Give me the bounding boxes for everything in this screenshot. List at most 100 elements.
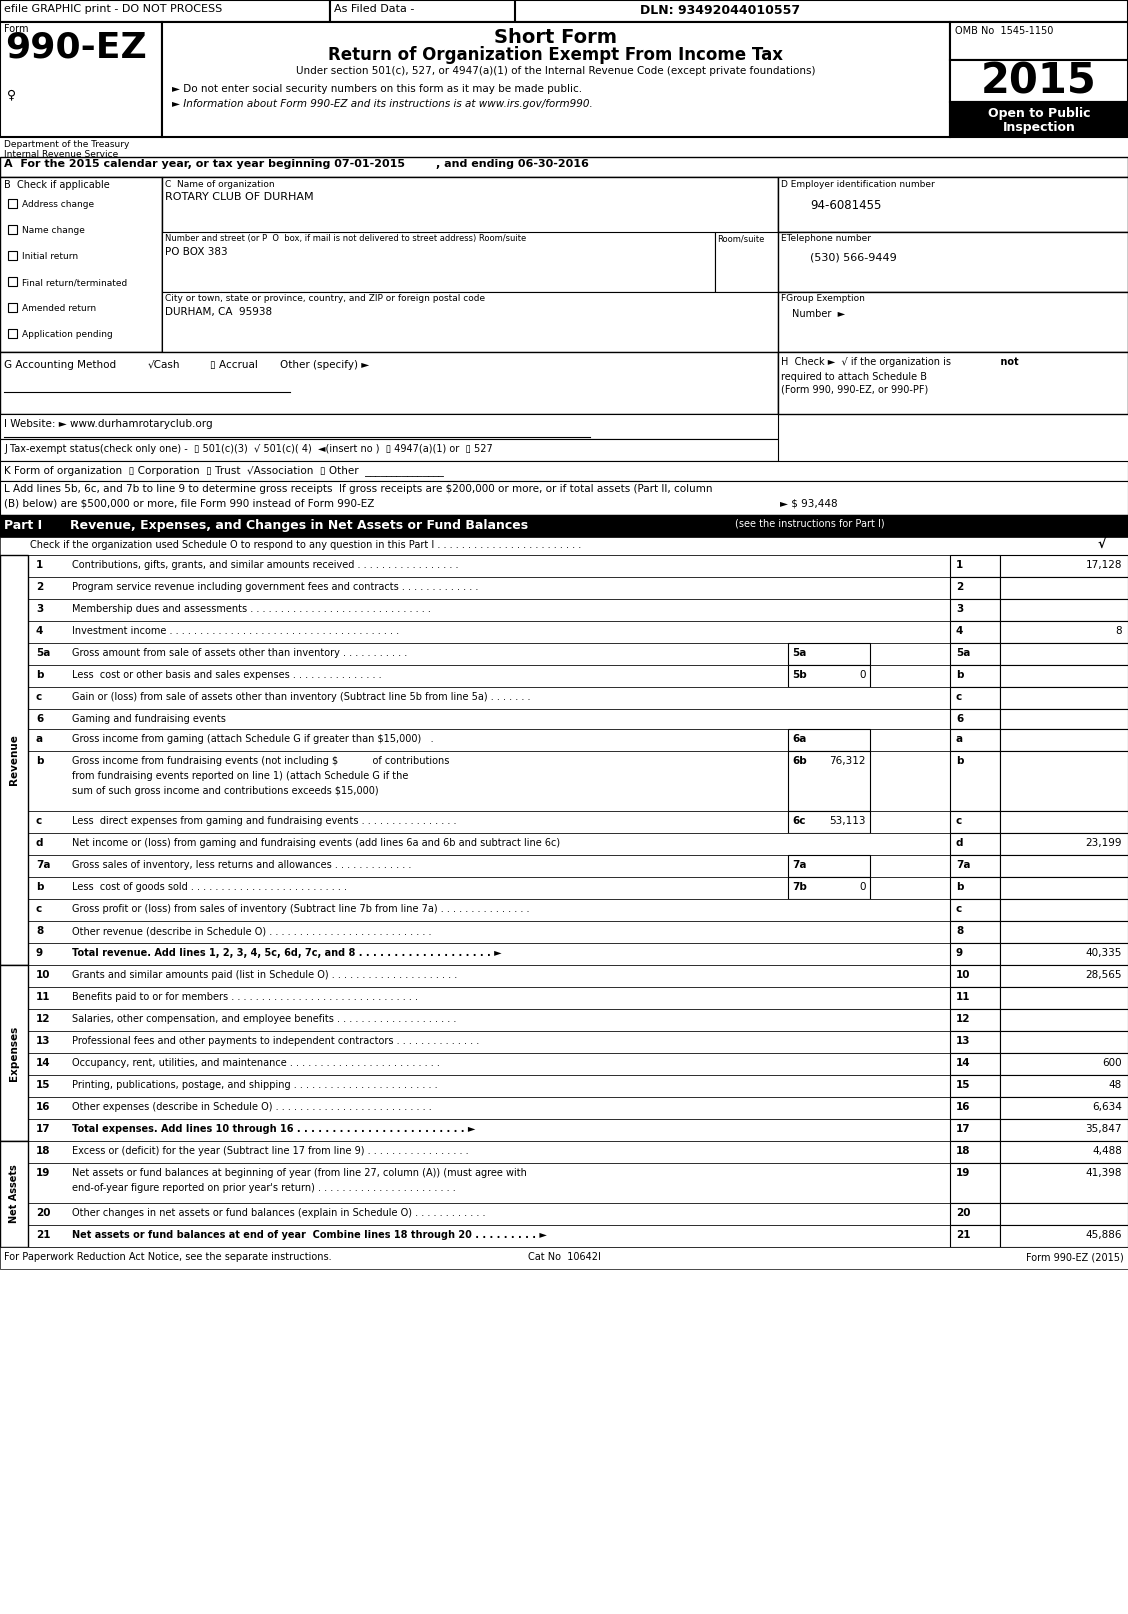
- Bar: [950, 555, 1001, 576]
- Text: B  Check if applicable: B Check if applicable: [5, 181, 109, 190]
- Text: Form: Form: [5, 24, 28, 34]
- Bar: [28, 621, 950, 642]
- Text: 16: 16: [957, 1102, 970, 1112]
- Bar: [28, 899, 950, 922]
- Text: 11: 11: [36, 993, 51, 1002]
- Text: ♀: ♀: [7, 89, 16, 102]
- Text: Excess or (deficit) for the year (Subtract line 17 from line 9) . . . . . . . . : Excess or (deficit) for the year (Subtra…: [72, 1146, 468, 1156]
- Bar: [28, 751, 950, 810]
- Text: ► Do not enter social security numbers on this form as it may be made public.: ► Do not enter social security numbers o…: [171, 84, 582, 94]
- Text: Part I: Part I: [5, 520, 42, 533]
- Bar: [0, 0, 1128, 23]
- Text: L Add lines 5b, 6c, and 7b to line 9 to determine gross receipts  If gross recei: L Add lines 5b, 6c, and 7b to line 9 to …: [5, 484, 713, 494]
- Text: Total expenses. Add lines 10 through 16 . . . . . . . . . . . . . . . . . . . . : Total expenses. Add lines 10 through 16 …: [72, 1123, 475, 1135]
- Text: Gain or (loss) from sale of assets other than inventory (Subtract line 5b from l: Gain or (loss) from sale of assets other…: [72, 692, 530, 702]
- Bar: [950, 1098, 1001, 1119]
- Text: Other (specify) ►: Other (specify) ►: [280, 360, 369, 370]
- Text: 3: 3: [36, 604, 43, 613]
- Text: Investment income . . . . . . . . . . . . . . . . . . . . . . . . . . . . . . . : Investment income . . . . . . . . . . . …: [72, 626, 399, 636]
- Bar: [1001, 555, 1128, 576]
- Text: c: c: [957, 817, 962, 826]
- Text: 23,199: 23,199: [1085, 838, 1122, 847]
- Bar: [0, 178, 162, 352]
- Text: DLN: 93492044010557: DLN: 93492044010557: [640, 3, 800, 18]
- Text: J Tax-exempt status(check only one) -  ▯ 501(c)(3)  √ 501(c)( 4)  ◄(insert no ) : J Tax-exempt status(check only one) - ▯ …: [5, 444, 493, 454]
- Text: Membership dues and assessments . . . . . . . . . . . . . . . . . . . . . . . . : Membership dues and assessments . . . . …: [72, 604, 431, 613]
- Bar: [8, 224, 17, 234]
- Text: Gross income from fundraising events (not including $           of contributions: Gross income from fundraising events (no…: [72, 755, 449, 767]
- Text: A  For the 2015 calendar year, or tax year beginning 07-01-2015        , and end: A For the 2015 calendar year, or tax yea…: [5, 160, 589, 169]
- Text: Room/suite: Room/suite: [717, 234, 765, 244]
- Bar: [950, 23, 1128, 60]
- Text: 17: 17: [957, 1123, 970, 1135]
- Text: 10: 10: [957, 970, 970, 980]
- Bar: [950, 665, 1001, 688]
- Text: 18: 18: [36, 1146, 51, 1156]
- Text: Inspection: Inspection: [1003, 121, 1075, 134]
- Text: b: b: [957, 755, 963, 767]
- Text: b: b: [957, 670, 963, 679]
- Text: Department of the Treasury: Department of the Treasury: [5, 140, 130, 148]
- Bar: [28, 876, 950, 899]
- Bar: [1001, 688, 1128, 709]
- Text: Expenses: Expenses: [9, 1025, 19, 1081]
- Bar: [8, 329, 17, 337]
- Text: Less  cost of goods sold . . . . . . . . . . . . . . . . . . . . . . . . . .: Less cost of goods sold . . . . . . . . …: [72, 881, 347, 893]
- Bar: [950, 751, 1001, 810]
- Text: c: c: [957, 692, 962, 702]
- Text: 9: 9: [957, 947, 963, 959]
- Text: 8: 8: [1116, 626, 1122, 636]
- Bar: [162, 232, 715, 292]
- Text: 21: 21: [36, 1230, 51, 1240]
- Bar: [28, 576, 950, 599]
- Bar: [28, 665, 950, 688]
- Text: (see the instructions for Part I): (see the instructions for Part I): [735, 520, 884, 529]
- Text: Gross profit or (loss) from sales of inventory (Subtract line 7b from line 7a) .: Gross profit or (loss) from sales of inv…: [72, 904, 529, 914]
- Text: not: not: [997, 357, 1019, 366]
- Bar: [950, 899, 1001, 922]
- Text: 17: 17: [36, 1123, 51, 1135]
- Bar: [28, 709, 950, 730]
- Bar: [0, 352, 778, 415]
- Text: required to attach Schedule B: required to attach Schedule B: [781, 371, 927, 383]
- Text: Cat No  10642I: Cat No 10642I: [528, 1252, 600, 1262]
- Text: end-of-year figure reported on prior year's return) . . . . . . . . . . . . . . : end-of-year figure reported on prior yea…: [72, 1183, 456, 1193]
- Bar: [0, 515, 1128, 537]
- Bar: [8, 252, 17, 260]
- Text: Revenue, Expenses, and Changes in Net Assets or Fund Balances: Revenue, Expenses, and Changes in Net As…: [70, 520, 528, 533]
- Bar: [950, 810, 1001, 833]
- Bar: [950, 1141, 1001, 1164]
- Bar: [0, 1141, 28, 1248]
- Text: 12: 12: [957, 1014, 970, 1023]
- Bar: [950, 1164, 1001, 1202]
- Bar: [0, 462, 1128, 481]
- Text: 6a: 6a: [792, 734, 807, 744]
- Bar: [950, 988, 1001, 1009]
- Text: √Cash: √Cash: [148, 360, 180, 370]
- Text: b: b: [957, 881, 963, 893]
- Text: 0: 0: [860, 670, 866, 679]
- Text: Number  ►: Number ►: [792, 308, 845, 320]
- Text: Application pending: Application pending: [23, 329, 113, 339]
- Bar: [28, 810, 950, 833]
- Bar: [1001, 665, 1128, 688]
- Text: 94-6081455: 94-6081455: [810, 199, 881, 211]
- Text: b: b: [36, 670, 44, 679]
- Text: Form 990-EZ (2015): Form 990-EZ (2015): [1026, 1252, 1123, 1262]
- Bar: [950, 1202, 1001, 1225]
- Text: c: c: [957, 904, 962, 914]
- Text: (530) 566-9449: (530) 566-9449: [810, 253, 897, 263]
- Text: 5a: 5a: [792, 647, 807, 659]
- Bar: [8, 199, 17, 208]
- Bar: [950, 621, 1001, 642]
- Text: Total revenue. Add lines 1, 2, 3, 4, 5c, 6d, 7c, and 8 . . . . . . . . . . . . .: Total revenue. Add lines 1, 2, 3, 4, 5c,…: [72, 947, 502, 959]
- Bar: [28, 1098, 950, 1119]
- Bar: [28, 555, 950, 576]
- Text: 4: 4: [36, 626, 43, 636]
- Bar: [1001, 943, 1128, 965]
- Bar: [28, 1119, 950, 1141]
- Text: a: a: [36, 734, 43, 744]
- Bar: [778, 352, 1128, 415]
- Bar: [0, 415, 778, 439]
- Bar: [715, 232, 778, 292]
